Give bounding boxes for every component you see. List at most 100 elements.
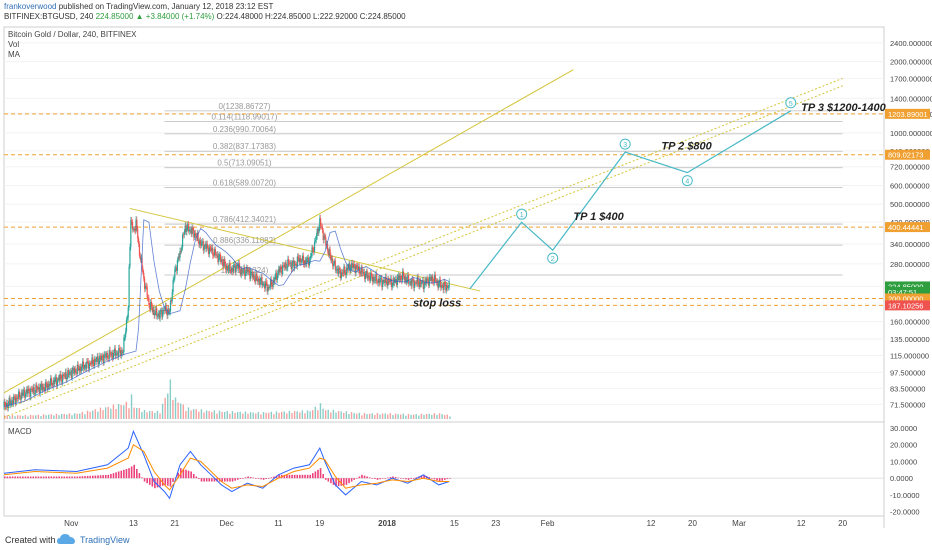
candle-body: [301, 261, 303, 263]
fib-level-label: 0.618(589.00720): [213, 178, 277, 187]
candle-body: [248, 269, 250, 272]
macd-histogram-bar: [35, 476, 37, 479]
trendline: [129, 207, 481, 292]
candle-body: [306, 258, 308, 265]
macd-histogram-bar: [348, 478, 350, 484]
volume-bar: [218, 410, 221, 419]
macd-histogram-bar: [257, 478, 260, 479]
candle-body: [202, 241, 204, 251]
candle-body: [68, 372, 71, 375]
candle-body: [178, 256, 180, 258]
price-chart[interactable]: 0(1238.86727)0.114(1118.99017) 0.236(990.…: [0, 22, 932, 532]
volume-bar: [198, 411, 200, 419]
candle-body: [180, 250, 182, 252]
volume-bar: [449, 416, 451, 419]
candle-body: [56, 377, 58, 386]
candle-body: [150, 301, 152, 310]
author-link[interactable]: frankoverwood: [4, 2, 57, 11]
candle-body: [369, 277, 371, 281]
candle-body: [133, 228, 135, 230]
volume-bar: [203, 412, 205, 419]
candle-body: [387, 278, 389, 286]
candle-body: [220, 259, 223, 262]
candle-body: [314, 239, 317, 242]
volume-bar: [37, 414, 40, 419]
price-tick-label: 340.000000: [890, 240, 930, 249]
volume-bar: [138, 407, 140, 419]
macd-histogram-bar: [99, 475, 102, 479]
candle-body: [293, 260, 295, 268]
candle-body: [33, 387, 35, 393]
candle-body: [75, 371, 78, 374]
macd-histogram-bar: [229, 478, 231, 482]
volume-bar: [366, 414, 368, 419]
candle-body: [123, 337, 125, 353]
macd-histogram-bar: [205, 478, 208, 482]
candle-body: [58, 377, 60, 381]
candle-body: [214, 248, 216, 255]
candle-body: [235, 266, 237, 272]
candle-body: [327, 250, 329, 255]
candle-body: [313, 249, 315, 252]
volume-bar: [262, 412, 265, 419]
candle-body: [434, 274, 436, 281]
candle-body: [266, 283, 268, 292]
macd-histogram-bar: [330, 478, 332, 484]
candle-body: [95, 359, 97, 362]
candle-body: [400, 275, 402, 279]
price-tick-label: 280.000000: [890, 260, 930, 269]
macd-histogram-bar: [37, 476, 40, 479]
candle-body: [197, 232, 199, 242]
tradingview-link[interactable]: TradingView: [80, 535, 130, 545]
candle-body: [113, 348, 116, 354]
macd-histogram-bar: [213, 478, 216, 482]
candle-body: [364, 271, 366, 280]
macd-histogram-bar: [156, 478, 159, 488]
candle-body: [316, 228, 318, 237]
candle-body: [419, 280, 421, 287]
candle-body: [132, 228, 135, 230]
wave-marker-2: 2: [547, 252, 559, 264]
volume-bar: [402, 413, 404, 419]
candle-body: [222, 262, 224, 267]
ohlc-values: O:224.48000 H:224.85000 L:222.92000 C:22…: [216, 12, 406, 21]
macd-histogram-bar: [79, 476, 81, 479]
candle-body: [24, 389, 26, 398]
volume-bar: [337, 411, 340, 419]
candle-body: [34, 392, 36, 394]
candle-body: [234, 264, 236, 272]
candle-body: [176, 260, 179, 271]
candle-body: [341, 272, 343, 274]
volume-bar: [169, 379, 172, 419]
volume-bar: [58, 415, 60, 419]
candle-body: [304, 260, 306, 265]
volume-bar: [392, 415, 394, 419]
macd-histogram-bar: [27, 476, 29, 479]
annotation-text: TP 2 $800: [661, 141, 712, 153]
candle-body: [280, 266, 282, 269]
macd-histogram-bar: [268, 478, 270, 479]
candle-body: [76, 364, 78, 374]
candle-body: [390, 278, 392, 287]
candle-body: [348, 263, 350, 268]
candle-body: [250, 271, 252, 279]
candle-body: [254, 279, 256, 282]
macd-histogram-bar: [379, 478, 381, 480]
candle-body: [377, 278, 380, 283]
candle-body: [152, 309, 154, 313]
volume-bar: [221, 411, 223, 419]
macd-histogram-bar: [200, 478, 203, 482]
candle-body: [284, 262, 286, 268]
projection-path: [469, 110, 792, 290]
macd-histogram-bar: [273, 476, 275, 479]
macd-histogram-bar: [353, 478, 356, 480]
volume-bar: [428, 413, 430, 419]
macd-histogram-bar: [397, 477, 400, 479]
plot-area[interactable]: [3, 26, 885, 517]
candle-body: [239, 269, 241, 275]
macd-histogram-bar: [195, 476, 198, 479]
macd-histogram-bar: [133, 464, 136, 479]
volume-bar: [244, 411, 247, 419]
volume-bar: [371, 413, 373, 419]
candle-body: [27, 388, 29, 394]
